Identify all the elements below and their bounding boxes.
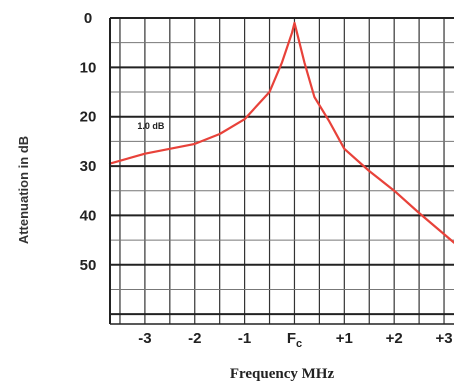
y-axis-label: Attenuation in dB xyxy=(16,136,31,244)
y-tick-label: 40 xyxy=(80,207,97,224)
y-tick-label: 10 xyxy=(80,59,97,76)
y-tick-label: 0 xyxy=(84,10,92,27)
annotations: 1.0 dB xyxy=(137,121,165,131)
x-tick-labels: -3 -2 -1 Fc +1 +2 +3 xyxy=(138,330,452,350)
x-tick-label: -1 xyxy=(238,330,251,347)
x-tick-label: -3 xyxy=(138,330,151,347)
x-tick-label: +1 xyxy=(336,330,353,347)
x-tick-label: -2 xyxy=(188,330,201,347)
y-tick-label: 50 xyxy=(80,257,97,274)
x-tick-label: Fc xyxy=(287,330,302,350)
x-tick-label: +3 xyxy=(435,330,452,347)
y-tick-labels: 0 10 20 30 40 50 xyxy=(80,10,97,274)
x-tick-label: +2 xyxy=(386,330,403,347)
x-axis-label: Frequency MHz xyxy=(230,366,335,382)
y-tick-label: 30 xyxy=(80,158,97,175)
annotation-label: 1.0 dB xyxy=(137,121,165,131)
attenuation-curve xyxy=(110,23,454,243)
curve-layer xyxy=(110,23,454,243)
y-tick-label: 20 xyxy=(80,109,97,126)
